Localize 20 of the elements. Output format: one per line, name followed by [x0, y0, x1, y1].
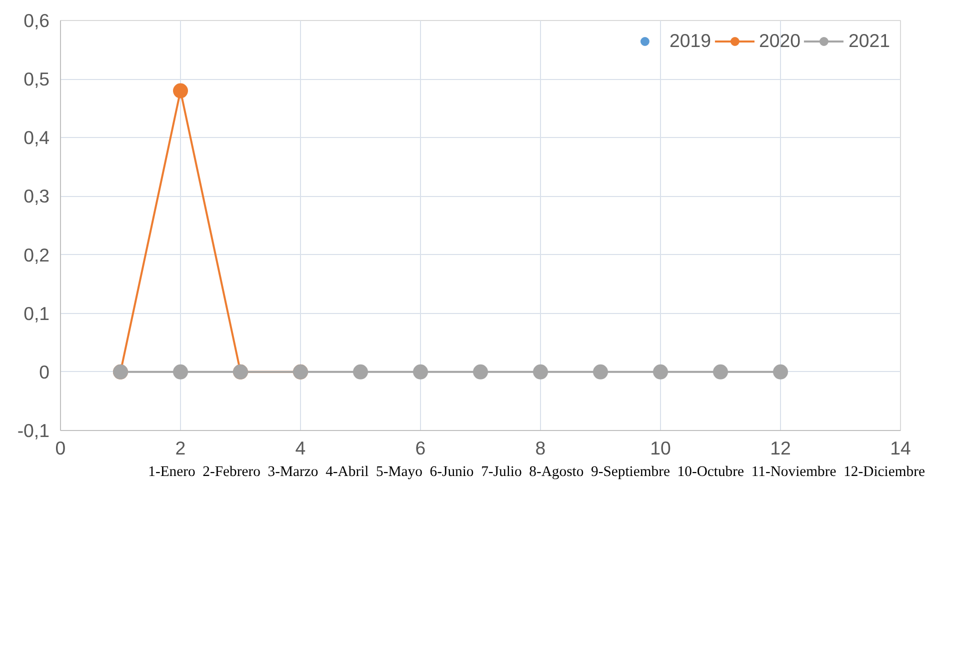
legend-label: 2019	[669, 30, 711, 52]
y-tick-label: 0,6	[24, 10, 50, 31]
legend-label: 2020	[758, 30, 800, 52]
legend-label: 2021	[848, 30, 890, 52]
x-tick-label: 14	[890, 438, 911, 458]
x-tick-label: 10	[650, 438, 671, 458]
x-tick-label: 12	[770, 438, 791, 458]
x-tick-label: 8	[535, 438, 546, 458]
x-tick-label: 4	[295, 438, 306, 458]
x-tick-label: 6	[415, 438, 426, 458]
y-tick-label: 0,3	[24, 186, 50, 207]
y-tick-label: 0	[39, 361, 50, 382]
y-tick-label: 0,4	[24, 127, 50, 148]
y-tick-label: 0,2	[24, 244, 50, 266]
y-tick-label: 0,1	[24, 302, 50, 324]
y-tick-label: 0,5	[24, 68, 50, 90]
x-tick-label: 0	[55, 438, 66, 458]
text: 1-Enero 2-Febrero 3-Marzo 4-Abril 5-Mayo 6-Junio 7-Julio 8-Agosto 9-Septiembre 10-Octubre 11-Noviembre 12-Diciembre	[148, 463, 925, 482]
x-tick-label: 2	[175, 438, 186, 458]
y-tick-label: -0,1	[17, 420, 50, 441]
